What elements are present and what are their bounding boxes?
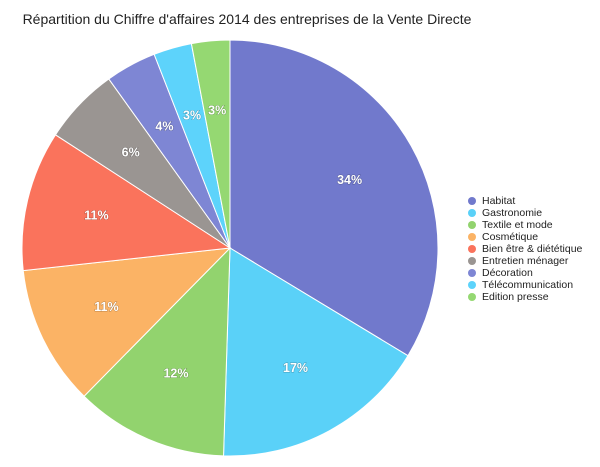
pie-slice-1: [223, 247, 409, 457]
pie-slice-3: [22, 247, 232, 397]
legend-label: Textile et mode: [482, 219, 553, 231]
pie-slice-4: [21, 134, 232, 272]
legend-swatch: [468, 197, 476, 205]
legend-label: Gastronomie: [482, 207, 543, 219]
legend-item-6: Décoration: [468, 267, 582, 279]
legend-label: Entretien ménager: [482, 255, 569, 267]
legend-label: Télécommunication: [482, 279, 574, 291]
legend-item-0: Habitat: [468, 195, 582, 207]
legend-swatch: [468, 257, 476, 265]
legend-label: Edition presse: [482, 291, 549, 303]
legend-item-5: Entretien ménager: [468, 255, 582, 267]
pie-slice-8: [190, 39, 231, 249]
slice-label-5: 6%: [122, 146, 140, 160]
legend-swatch: [468, 281, 476, 289]
legend-swatch: [468, 245, 476, 253]
pie-slice-0: [229, 39, 439, 357]
slice-label-1: 17%: [283, 361, 308, 375]
slice-label-4: 11%: [84, 209, 108, 223]
legend-label: Habitat: [482, 195, 516, 207]
legend-item-3: Cosmétique: [468, 231, 582, 243]
legend-label: Décoration: [482, 267, 533, 279]
legend: Habitat Gastronomie Textile et mode Cosméti…: [468, 195, 582, 303]
pie-slice-2: [83, 246, 231, 457]
chart-title: Répartition du Chiffre d'affaires 2014 d…: [22, 11, 472, 27]
slice-label-7: 3%: [183, 108, 201, 122]
legend-label: Cosmétique: [482, 231, 539, 243]
legend-swatch: [468, 293, 476, 301]
legend-swatch: [468, 221, 476, 229]
legend-item-1: Gastronomie: [468, 207, 582, 219]
slice-label-0: 34%: [337, 173, 362, 187]
legend-item-4: Bien être & diététique: [468, 243, 582, 255]
slice-label-2: 12%: [163, 367, 188, 381]
legend-swatch: [468, 233, 476, 241]
legend-swatch: [468, 269, 476, 277]
slice-label-6: 4%: [155, 120, 173, 134]
slice-label-8: 3%: [208, 104, 226, 118]
legend-item-7: Télécommunication: [468, 279, 582, 291]
slice-label-3: 11%: [94, 300, 118, 314]
legend-label: Bien être & diététique: [482, 243, 583, 255]
legend-swatch: [468, 209, 476, 217]
legend-item-2: Textile et mode: [468, 219, 582, 231]
legend-item-8: Edition presse: [468, 291, 582, 303]
